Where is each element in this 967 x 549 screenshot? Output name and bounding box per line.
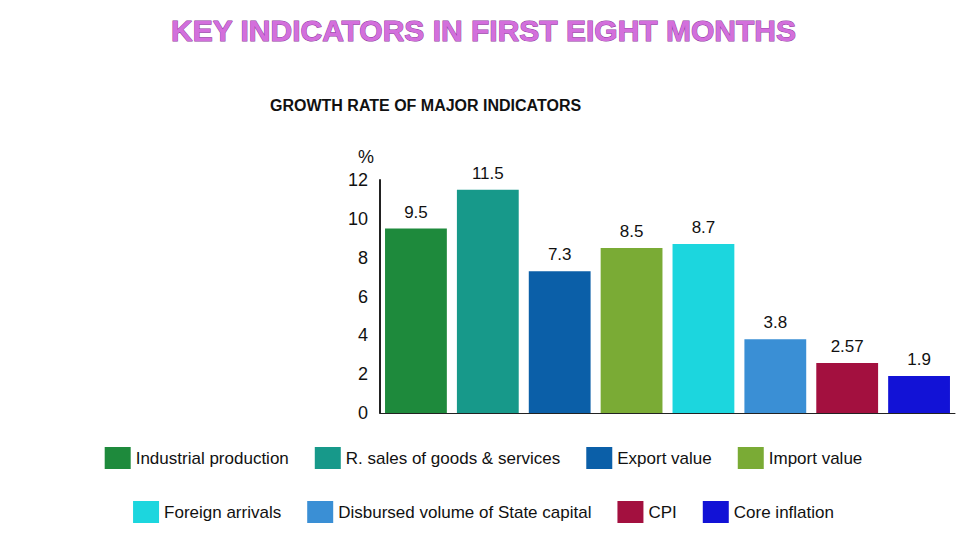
- svg-text:2: 2: [358, 364, 368, 384]
- svg-text:Disbursed volume of State capi: Disbursed volume of State capital: [338, 503, 591, 522]
- svg-text:8.7: 8.7: [692, 218, 716, 237]
- svg-text:Export value: Export value: [617, 449, 712, 468]
- svg-text:7.3: 7.3: [548, 245, 572, 264]
- svg-text:Core inflation: Core inflation: [734, 503, 834, 522]
- svg-text:0: 0: [358, 403, 368, 423]
- svg-text:8: 8: [358, 248, 368, 268]
- svg-text:%: %: [358, 147, 374, 167]
- svg-text:KEY INDICATORS IN FIRST EIGHT: KEY INDICATORS IN FIRST EIGHT MONTHS: [171, 14, 796, 47]
- svg-text:3.8: 3.8: [763, 313, 787, 332]
- svg-text:2.57: 2.57: [831, 337, 864, 356]
- svg-text:Import value: Import value: [769, 449, 863, 468]
- svg-text:9.5: 9.5: [404, 203, 428, 222]
- svg-text:12: 12: [348, 170, 368, 190]
- svg-text:6: 6: [358, 287, 368, 307]
- svg-text:Industrial production: Industrial production: [136, 449, 289, 468]
- svg-text:CPI: CPI: [648, 503, 676, 522]
- svg-text:4: 4: [358, 325, 368, 345]
- svg-text:10: 10: [348, 209, 368, 229]
- svg-text:Foreign arrivals: Foreign arrivals: [164, 503, 281, 522]
- svg-text:8.5: 8.5: [620, 222, 644, 241]
- svg-text:1.9: 1.9: [907, 350, 931, 369]
- svg-text:11.5: 11.5: [472, 164, 504, 183]
- svg-text:R. sales of goods & services: R. sales of goods & services: [346, 449, 560, 468]
- svg-text:GROWTH RATE OF MAJOR INDICATOR: GROWTH RATE OF MAJOR INDICATORS: [270, 97, 581, 114]
